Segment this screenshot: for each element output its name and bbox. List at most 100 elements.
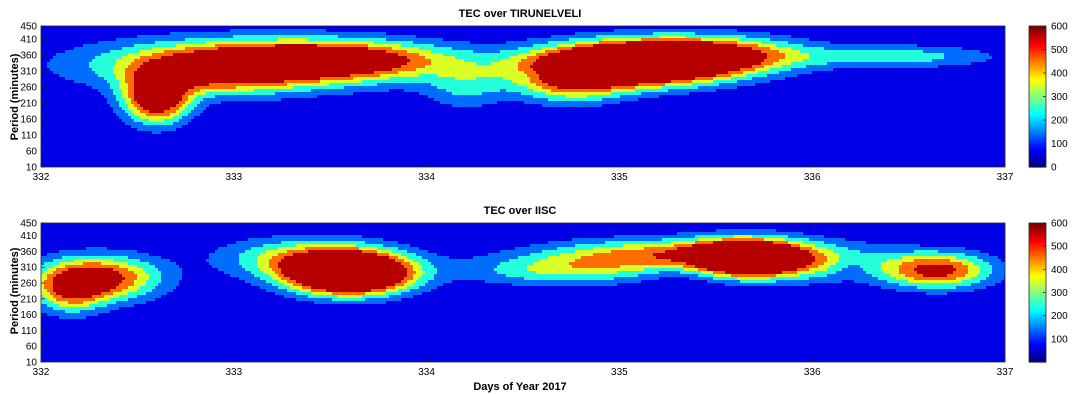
contour-cell [137,101,140,104]
contour-cell [149,122,152,125]
contour-cell [176,107,179,110]
contour-cell [434,80,437,83]
contour-cell [383,77,386,80]
contour-cell [284,83,287,86]
contour-cell [161,128,164,131]
contour-cell [587,35,590,38]
contour-cell [533,53,536,56]
contour-cell [431,80,434,83]
contour-cell [587,83,590,86]
contour-cell [263,80,266,83]
contour-cell [227,89,230,92]
contour-cell [386,35,389,38]
contour-cell [128,62,131,65]
contour-cell [533,92,536,95]
contour-cell [350,62,353,65]
contour-cell [569,86,572,89]
contour-cell [158,41,161,44]
contour-cell [593,53,596,56]
contour-cell [638,32,641,35]
contour-cell [545,89,548,92]
contour-cell [179,113,182,116]
contour-cell [227,35,230,38]
contour-cell [629,74,632,77]
contour-cell [635,83,638,86]
contour-cell [692,35,695,38]
contour-cell [533,50,536,53]
contour-cell [467,56,470,59]
contour-cell [149,59,152,62]
contour-cell [440,71,443,74]
contour-cell [236,62,239,65]
contour-cell [362,56,365,59]
contour-cell [647,35,650,38]
contour-cell [125,80,128,83]
contour-cell [236,59,239,62]
contour-cell [614,59,617,62]
contour-cell [431,53,434,56]
contour-cell [503,83,506,86]
contour-cell [221,83,224,86]
contour-cell [683,50,686,53]
contour-cell [539,41,542,44]
contour-cell [611,80,614,83]
contour-cell [356,71,359,74]
contour-cell [359,77,362,80]
contour-cell [245,68,248,71]
contour-cell [128,80,131,83]
contour-cell [713,29,716,32]
contour-cell [143,83,146,86]
contour-cell [443,98,446,101]
contour-cell [98,56,101,59]
contour-cell [416,59,419,62]
contour-cell [617,80,620,83]
contour-cell [614,74,617,77]
contour-cell [599,65,602,68]
contour-cell [692,86,695,89]
contour-cell [503,80,506,83]
contour-cell [701,29,704,32]
contour-cell [233,56,236,59]
contour-cell [173,62,176,65]
contour-cell [614,95,617,98]
contour-cell [176,77,179,80]
contour-cell [608,59,611,62]
contour-cell [125,71,128,74]
contour-cell [299,80,302,83]
contour-cell [674,77,677,80]
contour-cell [317,92,320,95]
contour-cell [383,53,386,56]
contour-cell [362,80,365,83]
contour-cell [410,71,413,74]
contour-cell [287,38,290,41]
contour-cell [449,59,452,62]
contour-cell [452,89,455,92]
contour-cell [134,47,137,50]
contour-cell [233,65,236,68]
contour-cell [110,50,113,53]
contour-cell [554,41,557,44]
contour-cell [104,50,107,53]
contour-cell [200,38,203,41]
contour-cell [146,83,149,86]
contour-cell [584,32,587,35]
contour-cell [131,77,134,80]
contour-cell [314,47,317,50]
contour-cell [413,41,416,44]
contour-cell [569,38,572,41]
contour-cell [200,89,203,92]
contour-cell [392,41,395,44]
contour-cell [365,71,368,74]
contour-cell [443,89,446,92]
contour-cell [548,104,551,107]
contour-cell [170,98,173,101]
contour-cell [224,92,227,95]
contour-cell [221,62,224,65]
contour-cell [98,65,101,68]
contour-cell [464,80,467,83]
contour-cell [719,59,722,62]
contour-cell [458,98,461,101]
contour-cell [275,89,278,92]
contour-cell [566,95,569,98]
contour-cell [311,59,314,62]
